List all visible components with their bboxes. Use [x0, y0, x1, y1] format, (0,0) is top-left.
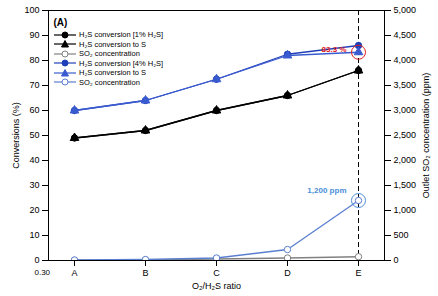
svg-text:70: 70: [29, 80, 39, 90]
svg-text:1,200 ppm: 1,200 ppm: [307, 186, 346, 195]
svg-text:(A): (A): [54, 17, 68, 28]
svg-text:3,000: 3,000: [394, 105, 417, 115]
svg-text:A: A: [71, 268, 77, 278]
svg-text:C: C: [213, 268, 220, 278]
svg-text:1,500: 1,500: [394, 180, 417, 190]
svg-text:2,500: 2,500: [394, 130, 417, 140]
svg-text:0.30: 0.30: [35, 268, 51, 277]
svg-text:Conversions (%): Conversions (%): [11, 102, 21, 169]
svg-text:10: 10: [29, 230, 39, 240]
svg-text:4,000: 4,000: [394, 55, 417, 65]
svg-text:500: 500: [394, 230, 409, 240]
svg-text:30: 30: [29, 180, 39, 190]
svg-text:B: B: [142, 268, 148, 278]
svg-text:Outlet SO₂ concentration (ppm): Outlet SO₂ concentration (ppm): [421, 73, 431, 199]
svg-text:2,000: 2,000: [394, 155, 417, 165]
html-text:SO₂ concentration: SO₂ concentration: [79, 49, 140, 58]
svg-text:3,500: 3,500: [394, 80, 417, 90]
svg-text:60: 60: [29, 105, 39, 115]
svg-text:4,500: 4,500: [394, 30, 417, 40]
html-text:SO₂ concentration: SO₂ concentration: [79, 77, 140, 87]
svg-text:100: 100: [24, 5, 39, 15]
html-text:H₂S conversion [1% H₂S]: H₂S conversion [1% H₂S]: [79, 30, 164, 39]
svg-text:50: 50: [29, 130, 39, 140]
svg-text:1,000: 1,000: [394, 205, 417, 215]
svg-text:20: 20: [29, 205, 39, 215]
svg-text:83.3 %: 83.3 %: [322, 45, 347, 54]
svg-text:0: 0: [34, 255, 39, 265]
html-text:H₂S conversion [4% H₂S]: H₂S conversion [4% H₂S]: [79, 58, 164, 68]
svg-text:O₂/H₂S ratio: O₂/H₂S ratio: [192, 281, 241, 291]
svg-text:80: 80: [29, 55, 39, 65]
html-text:H₂S conversion to S: H₂S conversion to S: [79, 68, 147, 77]
svg-text:5,000: 5,000: [394, 5, 417, 15]
svg-text:90: 90: [29, 30, 39, 40]
svg-text:40: 40: [29, 155, 39, 165]
html-text:H₂S conversion to S: H₂S conversion to S: [79, 39, 147, 49]
svg-text:0: 0: [394, 255, 399, 265]
svg-text:D: D: [284, 268, 291, 278]
svg-text:E: E: [355, 268, 361, 278]
